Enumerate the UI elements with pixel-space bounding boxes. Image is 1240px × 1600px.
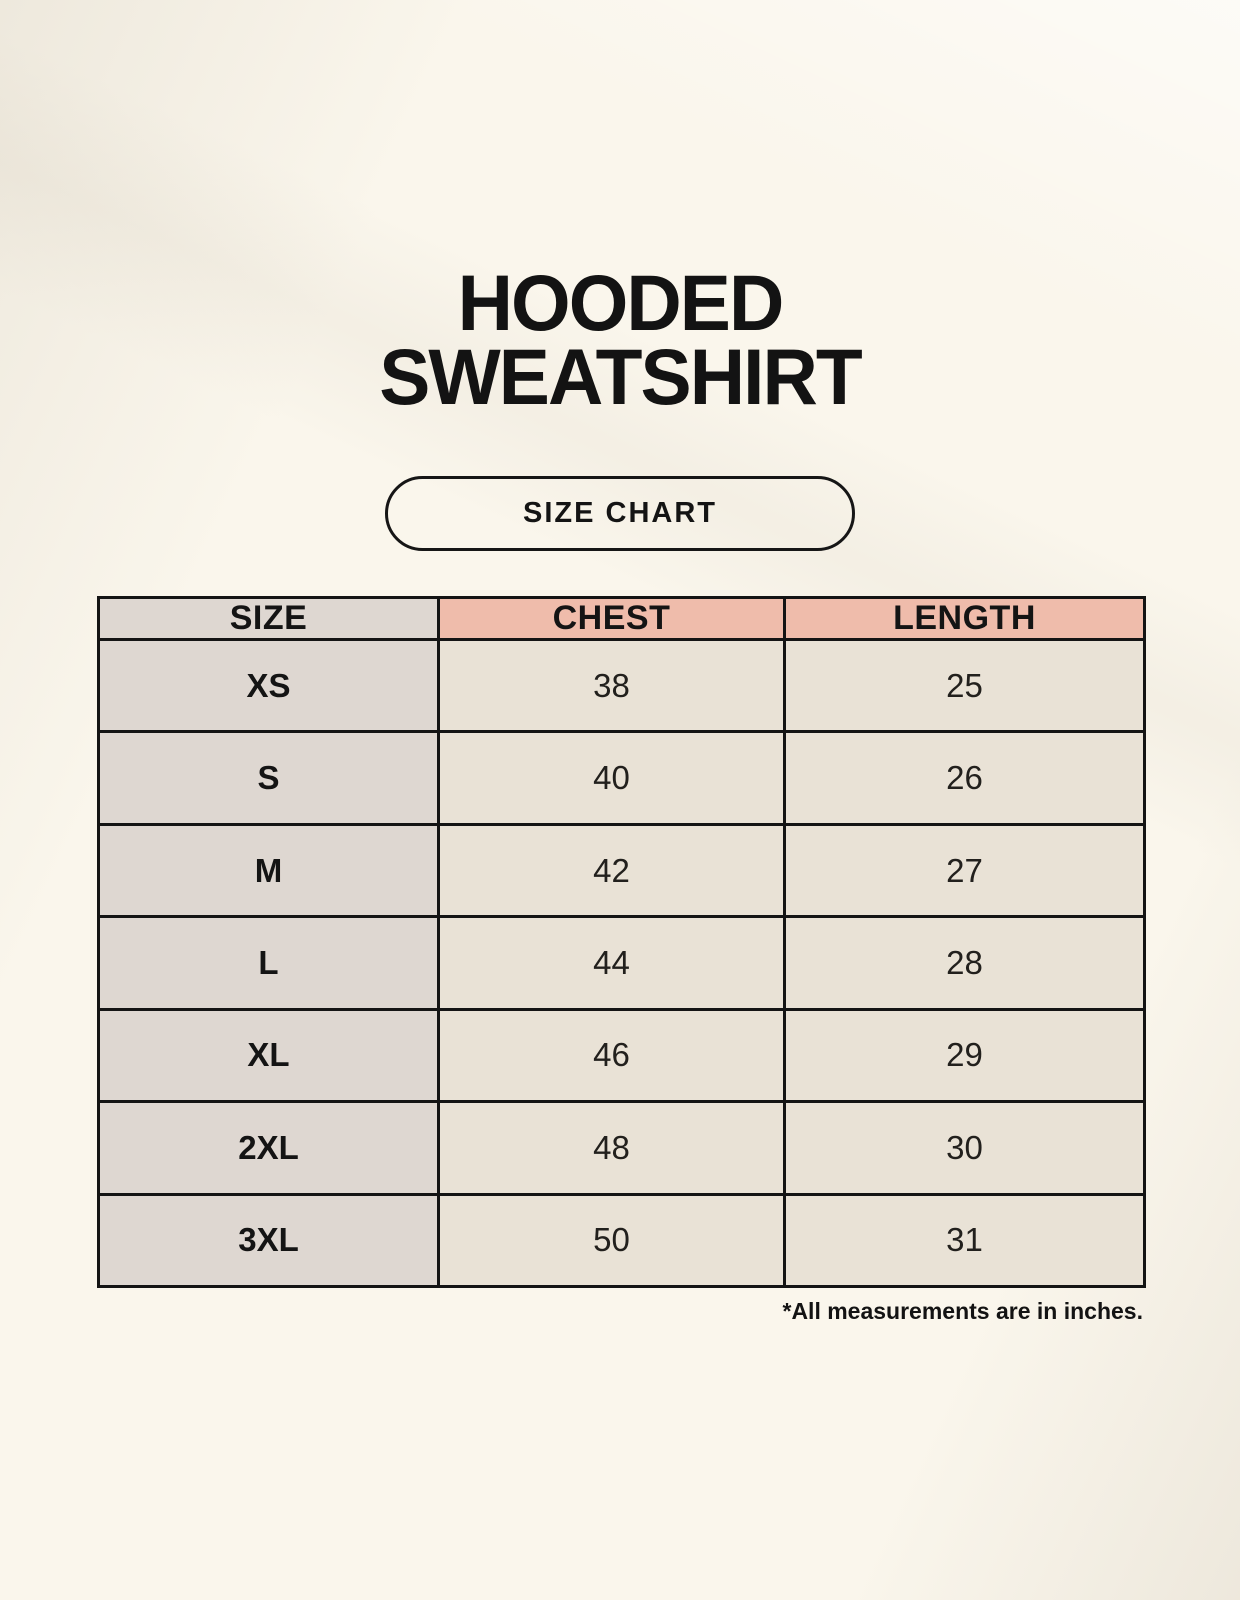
- length-value-cell: 28: [783, 915, 1146, 1011]
- size-label-cell: 3XL: [97, 1192, 440, 1289]
- length-value-cell: 31: [783, 1192, 1146, 1289]
- size-label-cell: M: [97, 822, 440, 919]
- page-title: HOODED SWEATSHIRT: [19, 263, 1222, 416]
- size-row-2XL: 2XL 48 30: [97, 1100, 1146, 1196]
- length-value-cell: 26: [783, 730, 1146, 826]
- length-value-cell: 29: [783, 1007, 1146, 1104]
- size-table: SIZE CHEST LENGTH XS 38 25 S 40 26 M 42 27 L 44 28 X…: [97, 596, 1146, 1289]
- page-title-line1: HOODED: [457, 258, 785, 347]
- length-value-cell: 30: [783, 1100, 1146, 1196]
- size-label-cell: XL: [97, 1007, 440, 1104]
- chest-value-cell: 42: [437, 822, 786, 919]
- size-row-XS: XS 38 25: [97, 637, 1146, 734]
- size-row-S: S 40 26: [97, 730, 1146, 826]
- page-title-line2: SWEATSHIRT: [379, 332, 862, 421]
- size-row-M: M 42 27: [97, 822, 1146, 919]
- size-label-cell: XS: [97, 637, 440, 734]
- size-row-3XL: 3XL 50 31: [97, 1192, 1146, 1289]
- chest-value-cell: 46: [437, 1007, 786, 1104]
- length-value-cell: 27: [783, 822, 1146, 919]
- size-table-header-row: SIZE CHEST LENGTH: [97, 596, 1146, 641]
- column-header-size: SIZE: [97, 596, 440, 641]
- size-label-cell: S: [97, 730, 440, 826]
- size-label-cell: 2XL: [97, 1100, 440, 1196]
- size-row-XL: XL 46 29: [97, 1007, 1146, 1104]
- length-value-cell: 25: [783, 637, 1146, 734]
- chest-value-cell: 50: [437, 1192, 786, 1289]
- size-label-cell: L: [97, 915, 440, 1011]
- column-header-length: LENGTH: [783, 596, 1146, 641]
- measurements-footnote: *All measurements are in inches.: [782, 1298, 1144, 1324]
- size-chart-button[interactable]: SIZE CHART: [385, 476, 855, 551]
- chest-value-cell: 44: [437, 915, 786, 1011]
- chest-value-cell: 40: [437, 730, 786, 826]
- size-chart-button-label: SIZE CHART: [523, 497, 717, 529]
- chest-value-cell: 48: [437, 1100, 786, 1196]
- column-header-chest: CHEST: [437, 596, 786, 641]
- chest-value-cell: 38: [437, 637, 786, 734]
- size-row-L: L 44 28: [97, 915, 1146, 1011]
